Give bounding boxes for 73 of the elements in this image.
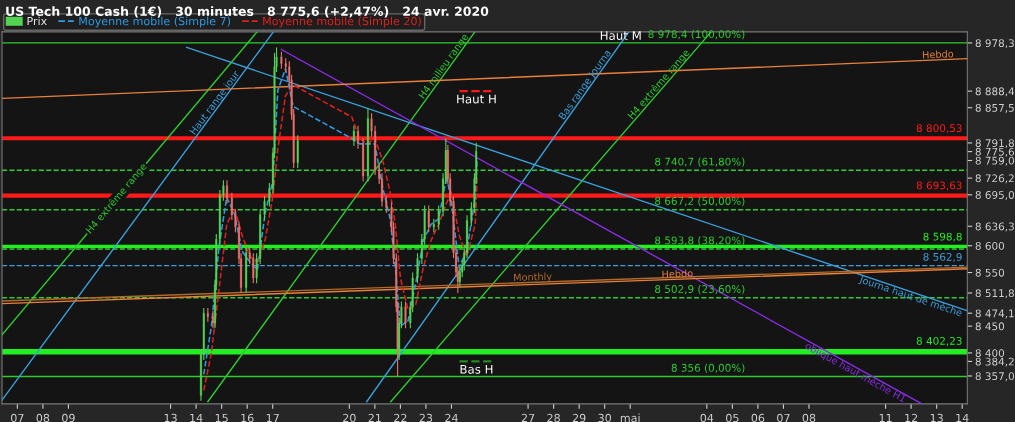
candlestick — [226, 179, 228, 204]
ref-line-label: 8 667,2 (50,00%) — [655, 196, 745, 207]
x-tick-label: 20 — [343, 413, 356, 422]
y-tick-label: 8 550 — [975, 268, 1005, 277]
ref-line-label: 8 402,23 — [916, 336, 962, 346]
legend-label: Prix — [27, 16, 47, 26]
x-tick-label: mai — [620, 413, 640, 422]
x-tick-label: 05 — [726, 413, 739, 422]
x-tick-label: 07 — [11, 413, 24, 422]
candlestick — [404, 300, 407, 329]
y-tick-label: 8 384,2 — [975, 357, 1014, 367]
x-tick-label: 14 — [190, 413, 203, 422]
x-tick-label: 15 — [215, 413, 228, 422]
legend-label: Moyenne mobile (Simple 20) — [263, 16, 421, 28]
x-tick-label: 21 — [368, 413, 381, 422]
y-tick-label: 8 857,5 — [975, 103, 1014, 113]
candlestick — [366, 107, 369, 182]
x-tick-label: 08 — [802, 413, 816, 422]
y-tick-label: 8 474,1 — [975, 309, 1014, 319]
ref-line-label: 8 598,8 — [923, 232, 962, 242]
candlestick — [296, 134, 299, 169]
x-tick-label: 07 — [777, 413, 790, 422]
ref-line-label: Bas H — [460, 364, 493, 374]
series-label: Hebdo — [922, 49, 954, 59]
y-tick-label: 8 636,3 — [975, 222, 1014, 232]
candlestick — [252, 252, 255, 284]
x-tick-label: 22 — [394, 413, 407, 422]
ref-line-label: 8 356 (0,00%) — [671, 363, 745, 373]
x-tick-label: 06 — [751, 413, 765, 422]
x-tick-label: 23 — [419, 413, 433, 422]
x-tick-label: 13 — [930, 413, 943, 422]
candlestick — [357, 125, 359, 150]
candlestick — [211, 310, 214, 329]
candlestick — [437, 204, 440, 231]
y-tick-label: 8 726,2 — [975, 174, 1014, 184]
candlestick — [352, 125, 355, 147]
text: Journa haut de mèche — [857, 274, 963, 319]
y-tick-label: 8 978,3 — [975, 39, 1014, 49]
ref-line-label: 8 562,9 — [923, 252, 962, 262]
legend-label: Moyenne mobile (Simple 7) — [79, 16, 231, 28]
x-tick-label: 11 — [879, 413, 892, 422]
series-label: Monthly — [513, 272, 552, 284]
y-tick-label: 8 759,0 — [975, 156, 1014, 166]
x-tick-label: 04 — [700, 413, 714, 422]
ref-line-label: 8 593,8 (38,20%) — [655, 236, 745, 246]
chart-title: US Tech 100 Cash (1€) 30 minutes 8 775,6 (+2,47%) 24 avr. 2020 — [6, 6, 489, 18]
x-tick-label: 09 — [62, 413, 75, 422]
x-tick-label: 30 — [598, 413, 612, 422]
x-tick-label: 08 — [36, 413, 50, 422]
ref-line-label: 8 800,53 — [916, 124, 962, 134]
x-tick-label: 28 — [547, 413, 560, 422]
y-tick-label: 8 888,4 — [975, 87, 1015, 97]
y-tick-label: 8 600 — [975, 241, 1005, 250]
x-tick-label: 24 — [445, 413, 458, 422]
ref-line-label: 8 740,7 (61,80%) — [655, 157, 745, 167]
x-tick-label: 14 — [956, 413, 969, 422]
y-tick-label: 8 775,6 — [975, 147, 1015, 157]
x-tick-label: 16 — [241, 413, 254, 422]
ref-line-label: Haut H — [457, 94, 496, 104]
x-tick-label: 17 — [266, 413, 279, 422]
x-tick-label: 29 — [572, 413, 586, 422]
x-tick-label: 27 — [521, 413, 535, 422]
series-label: Hebdo — [662, 269, 693, 278]
x-tick-label: 12 — [905, 413, 918, 422]
x-tick-label: 13 — [164, 413, 177, 422]
y-tick-label: 8 400 — [975, 349, 1005, 358]
y-tick-label: 8 791,8 — [975, 139, 1014, 149]
y-tick-label: 8 695,0 — [975, 191, 1014, 200]
y-tick-label: 8 357,0 — [975, 372, 1014, 382]
y-tick-label: 8 450 — [975, 322, 1005, 331]
candlestick — [427, 204, 430, 233]
y-tick-label: 8 511,8 — [975, 289, 1014, 299]
ref-line-label: 8 693,63 — [916, 181, 962, 191]
